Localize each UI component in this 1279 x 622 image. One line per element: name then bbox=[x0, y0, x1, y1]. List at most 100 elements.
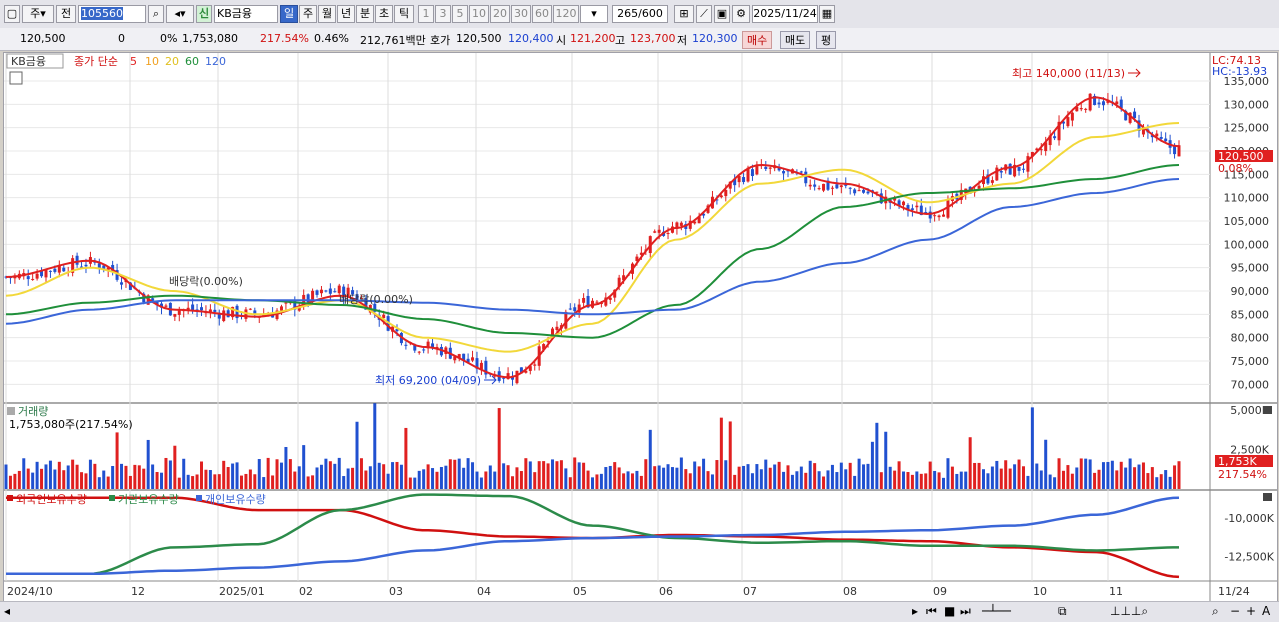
count-field[interactable]: 265/600 bbox=[612, 5, 668, 23]
volume-bar bbox=[1146, 473, 1150, 489]
buy-button[interactable]: 매수 bbox=[742, 31, 773, 49]
save-icon[interactable]: ▣ bbox=[714, 5, 730, 23]
volume-bar bbox=[764, 459, 768, 489]
chart-tool-icon[interactable]: ⊞ bbox=[674, 5, 694, 23]
volume-bar bbox=[1097, 469, 1101, 489]
volume-bar bbox=[128, 475, 132, 489]
sound-icon[interactable]: ◂▾ bbox=[166, 5, 194, 23]
interval-60[interactable]: 60 bbox=[532, 5, 552, 23]
volume-bar bbox=[511, 476, 515, 489]
candle-body bbox=[382, 314, 386, 319]
scroll-right-icon[interactable]: ▸ bbox=[912, 604, 919, 618]
tab-period-second[interactable]: 초 bbox=[375, 5, 393, 23]
holding-panel-close-icon[interactable] bbox=[1263, 493, 1272, 501]
last-page-icon[interactable]: ⏭ bbox=[960, 604, 971, 618]
volume-panel-close-icon[interactable] bbox=[1263, 406, 1272, 414]
interval-30[interactable]: 30 bbox=[511, 5, 531, 23]
candle-body bbox=[1097, 102, 1101, 105]
font-size-icon[interactable]: A bbox=[1262, 604, 1271, 618]
prev-button[interactable]: 전 bbox=[56, 5, 76, 23]
y-tick-labels: 70,000 75,000 80,000 85,000 90,000 95,000 100,… bbox=[1224, 75, 1275, 564]
volume-bar bbox=[288, 459, 292, 489]
candle-body bbox=[613, 289, 617, 298]
candle-body bbox=[306, 294, 310, 303]
tab-period-week[interactable]: 주 bbox=[299, 5, 317, 23]
candle-body bbox=[231, 306, 235, 318]
candle-body bbox=[990, 180, 994, 183]
candle-body bbox=[750, 169, 754, 177]
candle-body bbox=[1066, 117, 1070, 127]
first-page-icon[interactable]: ⏮ bbox=[926, 604, 937, 618]
volume-bar bbox=[786, 465, 790, 489]
interval-10[interactable]: 10 bbox=[469, 5, 489, 23]
candle-body bbox=[160, 303, 164, 308]
volume-bar bbox=[493, 471, 497, 489]
tab-period-day[interactable]: 일 bbox=[280, 5, 298, 23]
stock-chart-svg[interactable]: 70,000 75,000 80,000 85,000 90,000 95,000 100,… bbox=[4, 53, 1277, 601]
candle-body bbox=[191, 304, 195, 311]
volume-bar bbox=[377, 462, 381, 489]
stock-code-input[interactable]: 105560 bbox=[78, 5, 146, 23]
interval-120[interactable]: 120 bbox=[553, 5, 579, 23]
tab-period-tick[interactable]: 틱 bbox=[394, 5, 414, 23]
layout-icon[interactable]: ⧉ bbox=[1058, 604, 1067, 618]
candle-body bbox=[1088, 93, 1092, 111]
volume-bar bbox=[35, 461, 39, 489]
chart-area[interactable]: 70,000 75,000 80,000 85,000 90,000 95,000 100,… bbox=[3, 52, 1278, 602]
volume-bar bbox=[973, 462, 977, 489]
volume-bar bbox=[1177, 461, 1181, 489]
tab-period-minute[interactable]: 분 bbox=[356, 5, 374, 23]
volume-bar bbox=[1053, 477, 1057, 489]
volume-bar bbox=[359, 458, 363, 489]
period-type-select[interactable]: 주▾ bbox=[22, 5, 54, 23]
candle-body bbox=[102, 265, 106, 270]
candle-body bbox=[533, 364, 537, 366]
tab-period-month[interactable]: 월 bbox=[318, 5, 336, 23]
x-tick-label: 11 bbox=[1109, 585, 1123, 598]
draw-tool-icon[interactable]: ⟋ bbox=[696, 5, 712, 23]
volume-bar bbox=[990, 466, 994, 489]
stock-name-field[interactable]: KB금융 bbox=[214, 5, 278, 23]
candle-body bbox=[1017, 166, 1021, 171]
eval-button[interactable]: 평 bbox=[816, 31, 837, 49]
stop-icon[interactable]: ■ bbox=[944, 604, 956, 618]
zoom-out-icon[interactable]: − bbox=[1230, 604, 1241, 618]
candle-body bbox=[693, 221, 697, 224]
interval-1[interactable]: 1 bbox=[418, 5, 434, 23]
interval-20[interactable]: 20 bbox=[490, 5, 510, 23]
volume-bar bbox=[968, 437, 972, 489]
interval-3[interactable]: 3 bbox=[435, 5, 451, 23]
zoom-in-icon[interactable]: + bbox=[1246, 604, 1257, 618]
chart-toolbar: ▢ 주▾ 전 105560 ⌕ ◂▾ 신 KB금융 일 주 월 년 분 초 틱 … bbox=[0, 0, 1279, 29]
window-menu-icon[interactable]: ▢ bbox=[4, 5, 20, 23]
new-badge[interactable]: 신 bbox=[196, 5, 212, 23]
volume-panel-icon[interactable] bbox=[7, 407, 15, 415]
volume-bar bbox=[502, 463, 506, 489]
date-field[interactable]: 2025/11/24 bbox=[752, 5, 818, 23]
interval-5[interactable]: 5 bbox=[452, 5, 468, 23]
search-icon[interactable]: ⌕ bbox=[148, 5, 164, 23]
legend-name-box[interactable] bbox=[6, 53, 64, 69]
volume-bar bbox=[448, 459, 452, 489]
tab-period-year[interactable]: 년 bbox=[337, 5, 355, 23]
candle-body bbox=[586, 295, 590, 308]
tool-icons[interactable]: ⊥⊥⊥⌕ bbox=[1110, 604, 1149, 618]
interval-custom-select[interactable]: ▾ bbox=[580, 5, 608, 23]
sell-button[interactable]: 매도 bbox=[780, 31, 811, 49]
calendar-icon[interactable]: ▦ bbox=[819, 5, 835, 23]
zoom-slider[interactable]: ─┴── bbox=[982, 604, 1011, 618]
scroll-left-icon[interactable]: ◂ bbox=[4, 604, 11, 618]
volume-bar bbox=[790, 474, 794, 489]
candle-body bbox=[879, 193, 883, 204]
candle-body bbox=[1155, 133, 1159, 137]
candle-body bbox=[915, 205, 919, 208]
volume-bar bbox=[715, 460, 719, 489]
volume-bar bbox=[1044, 439, 1048, 489]
candle-body bbox=[564, 311, 568, 329]
candle-body bbox=[62, 267, 66, 272]
zoom-icon[interactable]: ⌕ bbox=[1212, 604, 1219, 618]
holding-y-tick: -12,500K bbox=[1224, 551, 1274, 564]
calculator-icon[interactable] bbox=[9, 71, 23, 85]
gear-icon[interactable]: ⚙ bbox=[732, 5, 750, 23]
candle-body bbox=[1039, 149, 1043, 151]
